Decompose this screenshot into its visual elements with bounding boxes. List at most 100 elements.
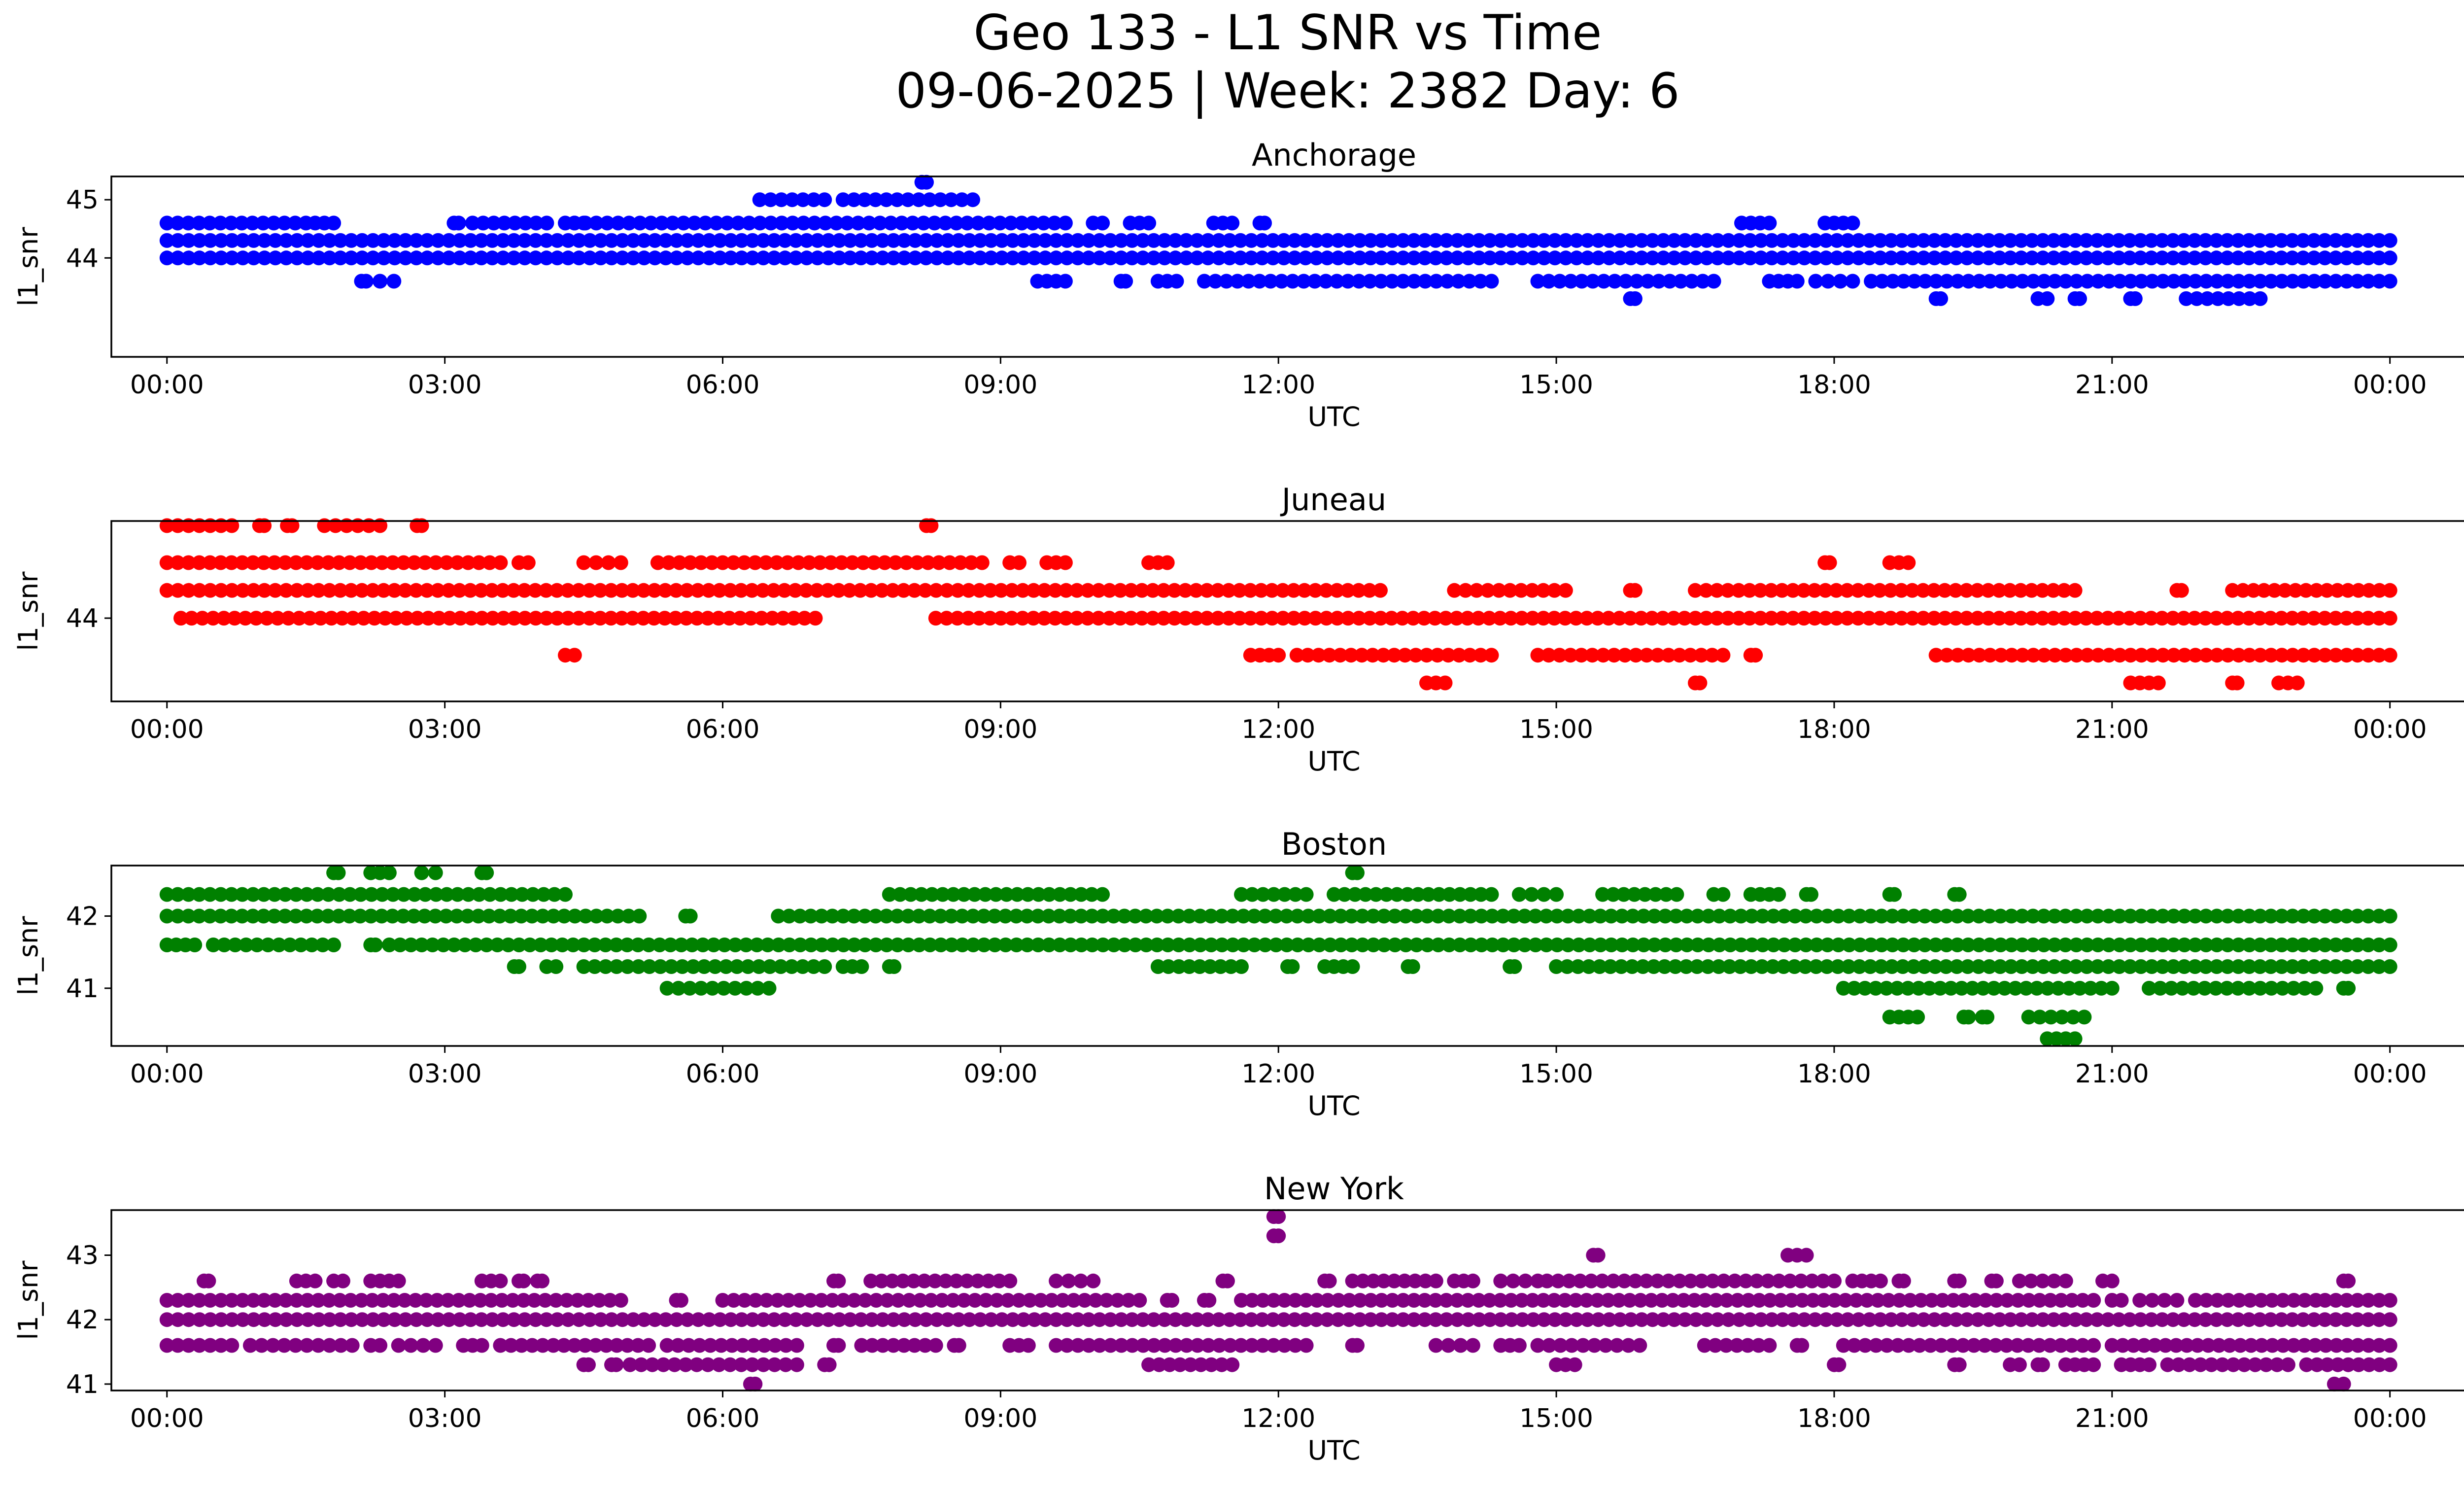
data-point <box>1244 250 1259 266</box>
data-point <box>814 908 829 924</box>
data-point <box>576 938 591 952</box>
data-point <box>621 215 637 231</box>
data-point <box>1873 233 1888 248</box>
data-point <box>195 611 210 626</box>
data-point <box>377 611 393 626</box>
data-point <box>784 959 799 974</box>
data-point <box>495 1312 511 1327</box>
data-point <box>2035 1357 2050 1372</box>
data-point <box>558 887 573 902</box>
data-point <box>1220 1273 1235 1288</box>
data-point <box>670 1338 685 1353</box>
data-point <box>1585 648 1600 663</box>
data-point <box>391 1338 406 1353</box>
data-point <box>1125 233 1140 248</box>
data-point <box>376 1293 391 1308</box>
data-point <box>1650 1273 1665 1288</box>
data-point <box>1582 908 1597 924</box>
data-point <box>1092 1312 1107 1327</box>
data-point <box>1857 980 1873 996</box>
data-point <box>2100 250 2116 266</box>
data-point <box>567 1338 582 1353</box>
data-point <box>810 233 825 248</box>
data-point <box>525 887 541 902</box>
data-point <box>1322 648 1337 663</box>
data-point <box>2067 1031 2083 1046</box>
data-point <box>1146 250 1162 266</box>
x-tick-label: 00:00 <box>2353 1059 2427 1089</box>
data-point <box>1549 938 1565 952</box>
data-point <box>1863 938 1879 952</box>
data-point <box>2083 980 2098 996</box>
data-point <box>700 1357 716 1372</box>
data-point <box>788 233 803 248</box>
data-point <box>2198 274 2214 289</box>
data-point <box>589 908 604 924</box>
data-point <box>560 583 576 598</box>
data-point <box>2361 938 2376 952</box>
data-point <box>622 1357 638 1372</box>
data-point <box>648 250 662 266</box>
data-point <box>836 938 851 952</box>
data-point <box>1614 938 1630 952</box>
data-point <box>1182 908 1197 924</box>
data-point <box>2198 611 2213 626</box>
data-point <box>1243 611 1258 626</box>
data-point <box>2086 1293 2101 1308</box>
data-point <box>2277 583 2293 598</box>
data-point <box>1092 233 1107 248</box>
data-point <box>2263 233 2278 248</box>
data-point <box>671 980 686 996</box>
data-point <box>1171 908 1186 924</box>
data-point <box>300 583 315 598</box>
data-point <box>609 1357 624 1372</box>
data-point <box>549 233 565 248</box>
data-point <box>517 611 533 626</box>
data-point <box>1991 611 2007 626</box>
data-point <box>2254 1293 2269 1308</box>
data-point <box>246 583 261 598</box>
data-point <box>1683 648 1698 663</box>
data-point <box>1276 233 1292 248</box>
data-point <box>1418 1273 1433 1288</box>
data-point <box>1988 1273 2004 1288</box>
data-point <box>864 1312 880 1327</box>
data-point <box>1146 1338 1162 1353</box>
data-point <box>576 555 591 570</box>
data-point <box>1530 274 1545 289</box>
data-point <box>2329 1338 2344 1353</box>
data-point <box>1243 583 1258 598</box>
data-point <box>1622 1293 1637 1308</box>
data-point <box>2274 274 2290 289</box>
data-point <box>1797 250 1812 266</box>
data-point <box>854 959 869 974</box>
data-point <box>832 233 847 248</box>
data-point <box>1862 250 1877 266</box>
data-point <box>428 1338 443 1353</box>
data-point <box>398 1312 413 1327</box>
data-point <box>1743 233 1758 248</box>
data-point <box>2069 274 2084 289</box>
data-point <box>1841 959 1856 974</box>
data-point <box>1617 1273 1632 1288</box>
data-point <box>2286 1338 2301 1353</box>
data-point <box>1938 250 1953 266</box>
data-point <box>2371 938 2387 952</box>
x-tick-label: 09:00 <box>963 715 1037 744</box>
data-point <box>641 938 656 952</box>
data-point <box>1200 250 1216 266</box>
data-point <box>1504 233 1519 248</box>
data-point <box>1418 274 1433 289</box>
data-point <box>717 938 732 952</box>
data-point <box>463 233 478 248</box>
data-point <box>1868 980 1883 996</box>
data-point <box>684 938 700 952</box>
data-point <box>2072 291 2087 306</box>
data-point <box>343 1293 358 1308</box>
data-point <box>1715 648 1731 663</box>
data-point <box>900 192 916 208</box>
data-point <box>653 959 668 974</box>
data-point <box>1134 583 1150 598</box>
data-point <box>2145 648 2160 663</box>
data-point <box>864 1338 880 1353</box>
